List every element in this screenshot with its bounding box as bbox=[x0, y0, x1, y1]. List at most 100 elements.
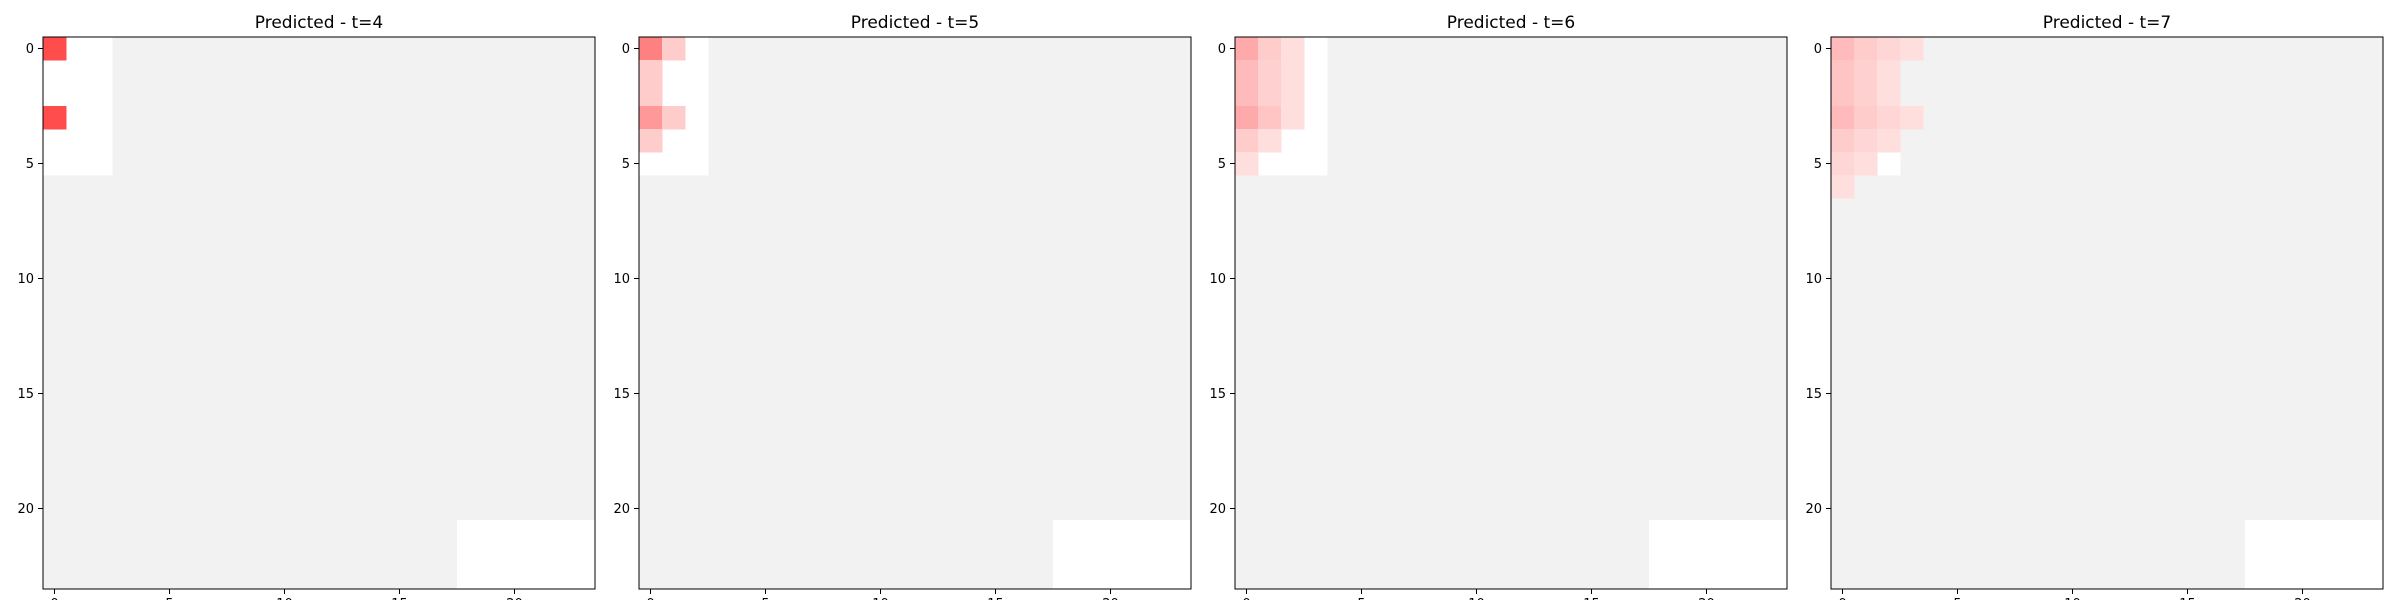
heatmap-cell bbox=[1854, 106, 1878, 130]
heatmap-cell-empty bbox=[1695, 543, 1719, 567]
heatmap-cell bbox=[1235, 37, 1259, 61]
heatmap-cell-empty bbox=[1741, 520, 1765, 544]
y-tick-label: 10 bbox=[613, 272, 630, 287]
heatmap-cell bbox=[1877, 83, 1901, 107]
heatmap-cell bbox=[1235, 129, 1259, 153]
heatmap-cell bbox=[1831, 152, 1855, 176]
heatmap-cell bbox=[639, 106, 663, 130]
heatmap-cell bbox=[1258, 106, 1282, 130]
y-tick-label: 5 bbox=[1814, 157, 1822, 172]
heatmap-cell-empty bbox=[639, 152, 663, 176]
y-tick-label: 20 bbox=[1209, 502, 1226, 517]
heatmap-cell-empty bbox=[526, 543, 550, 567]
heatmap-cell-empty bbox=[549, 566, 573, 590]
heatmap-cell-empty bbox=[2291, 543, 2315, 567]
heatmap-cell-empty bbox=[1304, 106, 1328, 130]
heatmap-cell-empty bbox=[1099, 543, 1123, 567]
heatmap-cell-empty bbox=[503, 566, 527, 590]
heatmap-cell bbox=[1854, 60, 1878, 84]
heatmap-cell-empty bbox=[2268, 543, 2292, 567]
heatmap-cell bbox=[1258, 83, 1282, 107]
heatmap-cell bbox=[1258, 37, 1282, 61]
heatmap-cell-empty bbox=[2268, 520, 2292, 544]
heatmap-cell-empty bbox=[43, 83, 67, 107]
y-tick-label: 5 bbox=[1218, 157, 1226, 172]
heatmap-cell-empty bbox=[1053, 566, 1077, 590]
heatmap-cell bbox=[1281, 106, 1305, 130]
heatmap-cell-empty bbox=[1281, 129, 1305, 153]
heatmap-cell-empty bbox=[43, 60, 67, 84]
heatmap-cell-empty bbox=[1076, 566, 1100, 590]
heatmap-cell-empty bbox=[2291, 566, 2315, 590]
heatmap-cell bbox=[662, 106, 686, 130]
heatmap-cell-empty bbox=[43, 152, 67, 176]
heatmap-cell-empty bbox=[1741, 543, 1765, 567]
heatmap-cell-empty bbox=[1718, 543, 1742, 567]
chart-title: Predicted - t=6 bbox=[1447, 13, 1575, 33]
heatmap-cell bbox=[1258, 129, 1282, 153]
heatmap-cell bbox=[639, 129, 663, 153]
heatmap-cell bbox=[43, 106, 67, 130]
heatmap-cell bbox=[1877, 106, 1901, 130]
heatmap-cell-empty bbox=[1672, 543, 1696, 567]
y-tick-label: 10 bbox=[1209, 272, 1226, 287]
heatmap-cell-empty bbox=[1649, 520, 1673, 544]
y-tick-label: 15 bbox=[1209, 387, 1226, 402]
heatmap-cell-empty bbox=[1695, 566, 1719, 590]
heatmap-cell-empty bbox=[2245, 543, 2269, 567]
y-tick-label: 10 bbox=[17, 272, 34, 287]
heatmap-cell-empty bbox=[457, 543, 481, 567]
heatmap-cell-empty bbox=[685, 37, 709, 61]
heatmap-cell bbox=[1831, 60, 1855, 84]
x-tick-label: 5 bbox=[761, 597, 769, 600]
x-tick-label: 10 bbox=[2064, 597, 2081, 600]
heatmap-cell-empty bbox=[1649, 543, 1673, 567]
heatmap-cell bbox=[1900, 37, 1924, 61]
heatmap-cell-empty bbox=[662, 152, 686, 176]
y-tick-label: 15 bbox=[613, 387, 630, 402]
heatmap-cell-empty bbox=[89, 129, 113, 153]
axes-frame bbox=[42, 36, 596, 590]
heatmap-cell-empty bbox=[2245, 566, 2269, 590]
heatmap-cell-empty bbox=[89, 37, 113, 61]
heatmap-cell-empty bbox=[2314, 566, 2338, 590]
heatmap-cell-empty bbox=[1304, 83, 1328, 107]
heatmap-background bbox=[639, 37, 1191, 589]
x-tick-label: 10 bbox=[872, 597, 889, 600]
heatmap-cell-empty bbox=[2245, 520, 2269, 544]
heatmap-cell-empty bbox=[1145, 520, 1169, 544]
x-tick-label: 15 bbox=[2179, 597, 2196, 600]
heatmap-cell bbox=[639, 37, 663, 61]
heatmap-cell-empty bbox=[480, 543, 504, 567]
x-tick-label: 0 bbox=[1838, 597, 1846, 600]
heatmap-cell-empty bbox=[1304, 152, 1328, 176]
y-tick-label: 0 bbox=[1814, 42, 1822, 57]
heatmap-cell-empty bbox=[2360, 566, 2384, 590]
heatmap-cell-empty bbox=[66, 83, 90, 107]
heatmap-cell-empty bbox=[685, 106, 709, 130]
heatmap-cell bbox=[1831, 129, 1855, 153]
heatmap-cell-empty bbox=[457, 520, 481, 544]
heatmap-cell-empty bbox=[685, 60, 709, 84]
y-tick-label: 5 bbox=[26, 157, 34, 172]
heatmap-cell-empty bbox=[526, 566, 550, 590]
heatmap-cell-empty bbox=[1145, 543, 1169, 567]
heatmap-cell-empty bbox=[2314, 543, 2338, 567]
heatmap-cell-empty bbox=[480, 520, 504, 544]
heatmap-cell-empty bbox=[2360, 520, 2384, 544]
x-tick-label: 20 bbox=[1102, 597, 1119, 600]
heatmap-cell-empty bbox=[1649, 566, 1673, 590]
heatmap-cell-empty bbox=[1145, 566, 1169, 590]
x-tick-label: 20 bbox=[506, 597, 523, 600]
chart-title: Predicted - t=4 bbox=[255, 13, 383, 33]
heatmap-cell bbox=[43, 37, 67, 61]
y-tick-label: 20 bbox=[1805, 502, 1822, 517]
heatmap-cell-empty bbox=[1764, 543, 1788, 567]
y-tick-label: 15 bbox=[17, 387, 34, 402]
x-tick-label: 20 bbox=[2294, 597, 2311, 600]
heatmap-cell bbox=[1900, 106, 1924, 130]
heatmap-cell-empty bbox=[43, 129, 67, 153]
heatmap-cell-empty bbox=[2337, 520, 2361, 544]
heatmap-cell bbox=[1854, 129, 1878, 153]
heatmap-cell-empty bbox=[89, 106, 113, 130]
